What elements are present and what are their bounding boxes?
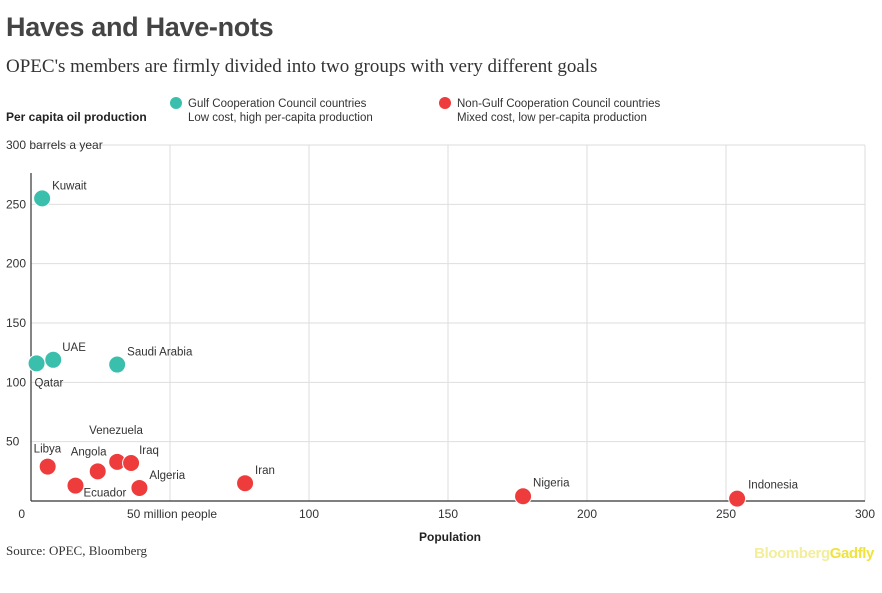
data-label: Nigeria xyxy=(533,477,570,489)
data-point xyxy=(38,457,57,476)
data-point xyxy=(44,350,63,369)
y-tick-label: 250 xyxy=(6,197,26,211)
legend-marker xyxy=(170,97,182,109)
y-tick-label: 100 xyxy=(6,375,26,389)
y-tick-label: 150 xyxy=(6,316,26,330)
chart-subtitle: OPEC's members are firmly divided into t… xyxy=(6,56,598,77)
y-tick-label: 50 xyxy=(6,435,20,449)
x-tick-label: 100 xyxy=(299,507,319,521)
legend-label: Gulf Cooperation Council countries xyxy=(188,98,367,110)
x-axis-title: Population xyxy=(419,530,481,544)
data-label: Ecuador xyxy=(83,488,126,500)
brand-logo: BloombergGadfly xyxy=(754,545,874,562)
data-point xyxy=(122,454,141,473)
data-point xyxy=(27,354,46,373)
data-point xyxy=(236,474,255,493)
data-point xyxy=(33,189,52,208)
x-tick-label: 200 xyxy=(577,507,597,521)
data-label: Libya xyxy=(34,444,62,456)
source-note: Source: OPEC, Bloomberg xyxy=(6,543,147,558)
data-label: Venezuela xyxy=(89,425,143,437)
x-tick-label: 50 million people xyxy=(127,507,217,521)
data-label: UAE xyxy=(62,342,86,354)
chart-title: Haves and Have-nots xyxy=(6,12,274,42)
brand-part-2: Gadfly xyxy=(829,545,875,562)
y-unit-label: 300 barrels a year xyxy=(6,138,103,152)
legend-label: Non-Gulf Cooperation Council countries xyxy=(457,98,661,110)
data-point xyxy=(514,487,533,506)
legend-marker xyxy=(439,97,451,109)
data-point xyxy=(108,355,127,374)
data-point xyxy=(66,476,85,495)
data-label: Iran xyxy=(255,465,275,477)
legend-note: Mixed cost, low per-capita production xyxy=(457,112,647,124)
y-tick-label: 200 xyxy=(6,257,26,271)
data-label: Iraq xyxy=(139,445,159,457)
data-label: Algeria xyxy=(149,470,185,482)
data-label: Indonesia xyxy=(748,480,798,492)
data-label: Kuwait xyxy=(52,180,87,192)
y-axis-title: Per capita oil production xyxy=(6,110,147,124)
data-point xyxy=(88,462,107,481)
data-point xyxy=(130,478,149,497)
brand-part-1: Bloomberg xyxy=(754,545,830,562)
data-point xyxy=(728,489,747,508)
x-tick-label: 300 xyxy=(855,507,875,521)
data-label: Qatar xyxy=(35,377,64,389)
legend-note: Low cost, high per-capita production xyxy=(188,112,373,124)
x-tick-label: 150 xyxy=(438,507,458,521)
x-tick-label: 0 xyxy=(18,507,25,521)
x-tick-label: 250 xyxy=(716,507,736,521)
data-label: Saudi Arabia xyxy=(127,347,193,359)
data-label: Angola xyxy=(71,446,107,458)
